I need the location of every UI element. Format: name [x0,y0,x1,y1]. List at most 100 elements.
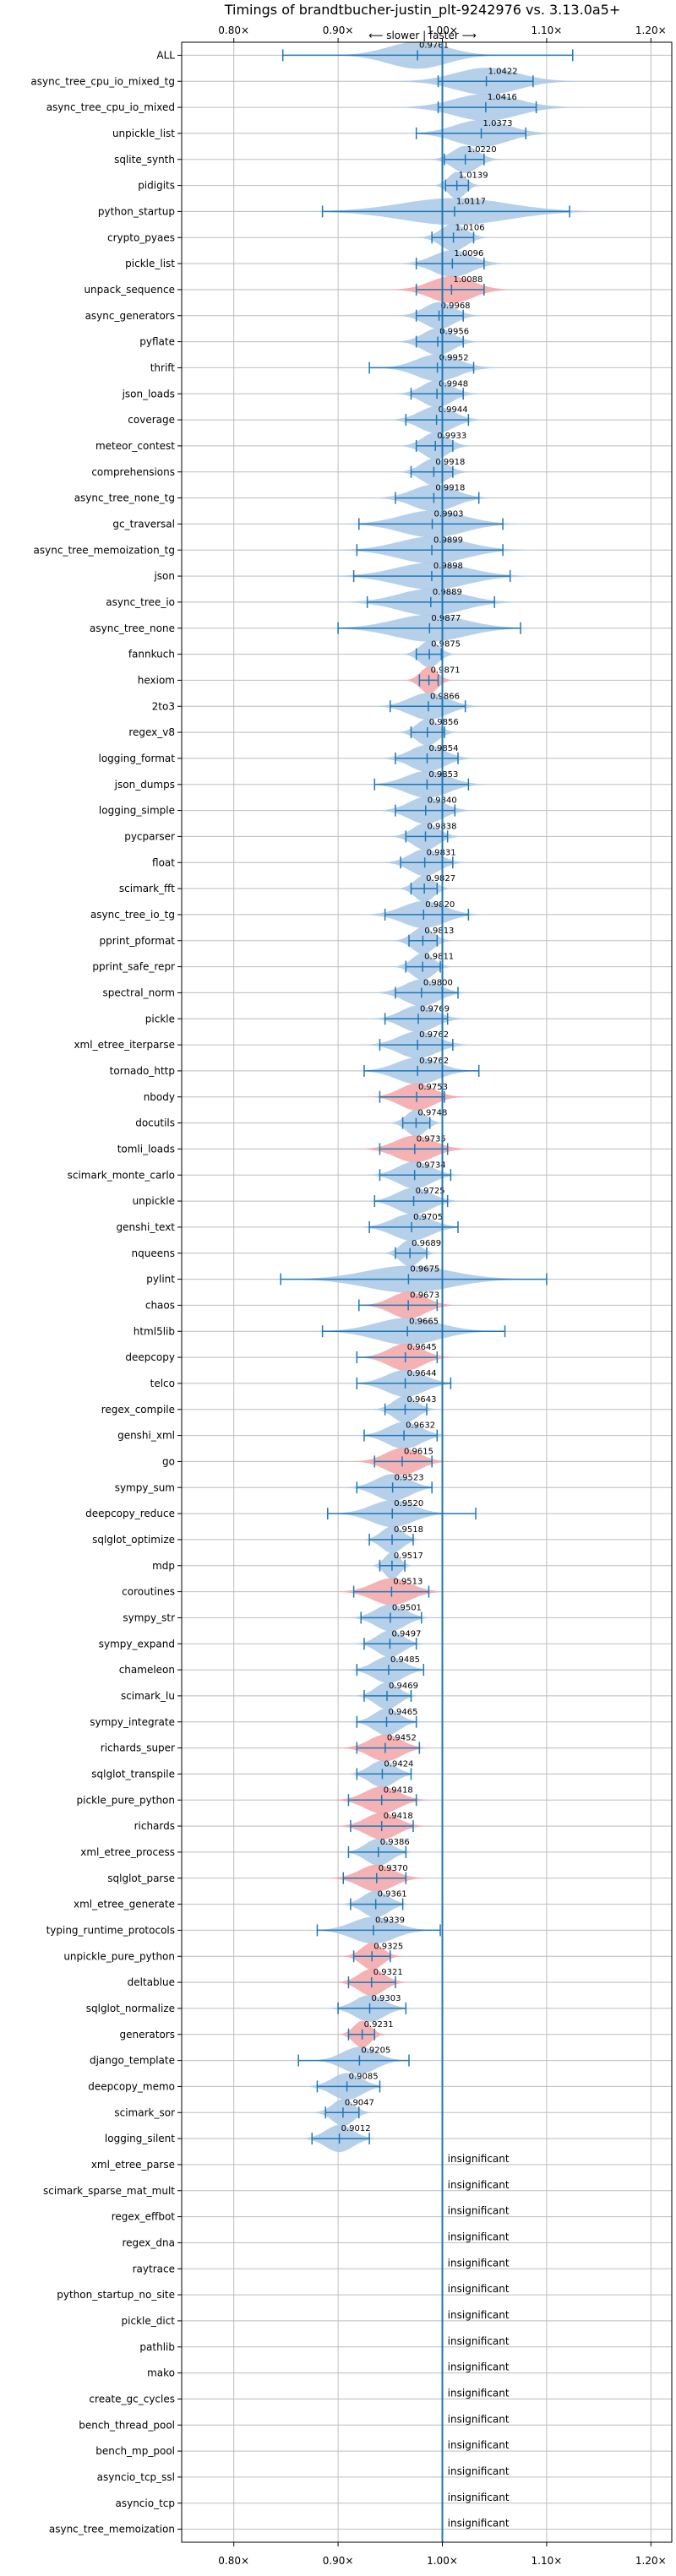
category-label: async_tree_cpu_io_mixed [46,101,175,113]
value-label: 0.9753 [418,1083,448,1092]
category-label: unpickle_list [112,128,175,139]
category-label: typing_runtime_protocols [46,1924,175,1936]
value-label: 0.9424 [384,1759,413,1769]
value-label: 1.0220 [467,145,497,155]
category-label: ALL [156,49,175,61]
category-label: async_tree_memoization [49,2524,175,2535]
value-label: 0.9944 [439,405,468,415]
value-label: 0.9866 [430,692,460,701]
category-label: async_tree_none_tg [74,492,175,504]
category-label: sqlglot_normalize [86,2003,175,2014]
value-label: 0.9761 [419,41,449,50]
value-label: 0.9513 [393,1578,422,1587]
plot-frame [181,41,673,2543]
category-label: json [153,570,175,582]
value-label: 1.0088 [453,275,482,285]
category-label: bench_thread_pool [79,2419,175,2431]
value-label: 0.9632 [406,1421,435,1431]
insignificant-label: insignificant [448,2413,510,2425]
category-label: genshi_xml [117,1430,175,1442]
x-tick-label: 0.90× [323,2555,354,2567]
value-label: 0.9898 [433,562,463,571]
value-label: 0.9469 [389,1682,418,1691]
insignificant-label: insignificant [448,2361,510,2373]
value-label: 1.0416 [488,93,517,102]
value-label: 0.9085 [349,2072,379,2081]
category-label: float [152,856,175,868]
category-label: async_generators [85,310,175,322]
category-label: hexiom [138,674,175,686]
category-label: tomli_loads [117,1143,175,1155]
x-tick-label: 1.10× [532,2555,563,2567]
value-label: 0.9811 [424,953,454,962]
value-label: 0.9673 [410,1291,439,1300]
category-label: meteor_contest [95,440,175,452]
category-label: async_tree_cpu_io_mixed_tg [30,75,175,87]
category-label: xml_etree_process [80,1846,175,1858]
value-label: 0.9644 [407,1369,437,1378]
insignificant-label: insignificant [448,2335,510,2347]
value-label: 0.9827 [426,874,455,883]
value-label: 0.9956 [439,328,469,337]
category-label: scimark_monte_carlo [68,1169,175,1181]
category-label: pickle_list [125,258,175,269]
category-label: pprint_pformat [100,935,176,947]
category-label: sqlglot_parse [107,1872,175,1884]
category-label: docutils [135,1117,175,1129]
category-label: thrift [150,361,176,373]
value-label: 0.9523 [395,1473,424,1482]
category-label: sympy_expand [99,1638,175,1649]
category-label: pickle_dict [122,2315,176,2327]
category-label: unpickle_pure_python [63,1950,175,1962]
x-tick-label: 1.20× [635,24,667,36]
value-label: 0.9769 [420,1004,450,1014]
value-label: 0.9643 [406,1395,436,1405]
value-label: 0.9735 [417,1134,446,1144]
value-label: 0.9871 [431,666,461,675]
value-label: 0.9321 [373,1968,403,1977]
category-label: mako [147,2367,175,2379]
insignificant-label: insignificant [448,2309,510,2321]
category-label: sympy_sum [115,1481,175,1493]
category-label: regex_compile [101,1404,175,1416]
category-label: xml_etree_iterparse [74,1039,175,1051]
value-label: 0.9645 [407,1343,437,1352]
value-label: 0.9831 [427,848,456,857]
value-label: 0.9853 [428,770,458,780]
category-label: crypto_pyaes [107,231,175,243]
value-label: 0.9665 [409,1317,439,1326]
x-axis-ticks: 0.80× 0.80× 0.90× 0.90× 1.00× 1.00× 1.10× 1.10×… [218,24,666,2567]
category-labels: ALL async_tree_cpu_io_mixed_tg async_tree_… [30,49,182,2535]
category-label: pathlib [139,2341,175,2353]
value-label: 0.9418 [384,1812,413,1821]
category-label: chameleon [119,1664,175,1676]
value-label: 1.0106 [455,223,485,232]
value-label: 0.9615 [404,1447,433,1456]
category-label: python_startup_no_site [57,2289,175,2301]
value-label: 0.9361 [378,1890,407,1899]
category-label: async_tree_io [106,596,175,608]
value-label: 0.9952 [439,353,469,362]
value-label: 0.9452 [387,1734,417,1743]
value-label: 0.9047 [345,2098,374,2107]
category-label: create_gc_cycles [89,2393,175,2405]
value-label: 0.9205 [361,2046,390,2056]
value-label: 0.9899 [433,535,463,545]
value-label: 0.9762 [419,1057,449,1066]
category-label: asyncio_tcp_ssl [97,2471,175,2483]
insignificant-label: insignificant [448,2465,510,2477]
category-label: regex_dna [122,2236,175,2248]
category-label: fannkuch [128,649,175,660]
category-label: gc_traversal [112,518,175,530]
category-label: comprehensions [91,466,175,478]
category-label: pprint_safe_repr [92,961,175,973]
category-label: async_tree_memoization_tg [34,544,175,556]
violin-marks: 0.9761 1.0422 1.0416 1.0373 1.0220 1.0139 1.01… [280,41,612,2530]
direction-annotation: ⟵ slower | faster ⟶ [368,30,477,41]
value-label: 0.9231 [364,2020,394,2030]
category-label: sqlglot_optimize [92,1534,175,1546]
value-label: 0.9518 [394,1525,423,1535]
insignificant-label: insignificant [448,2492,510,2503]
value-label: 0.9856 [429,718,459,727]
